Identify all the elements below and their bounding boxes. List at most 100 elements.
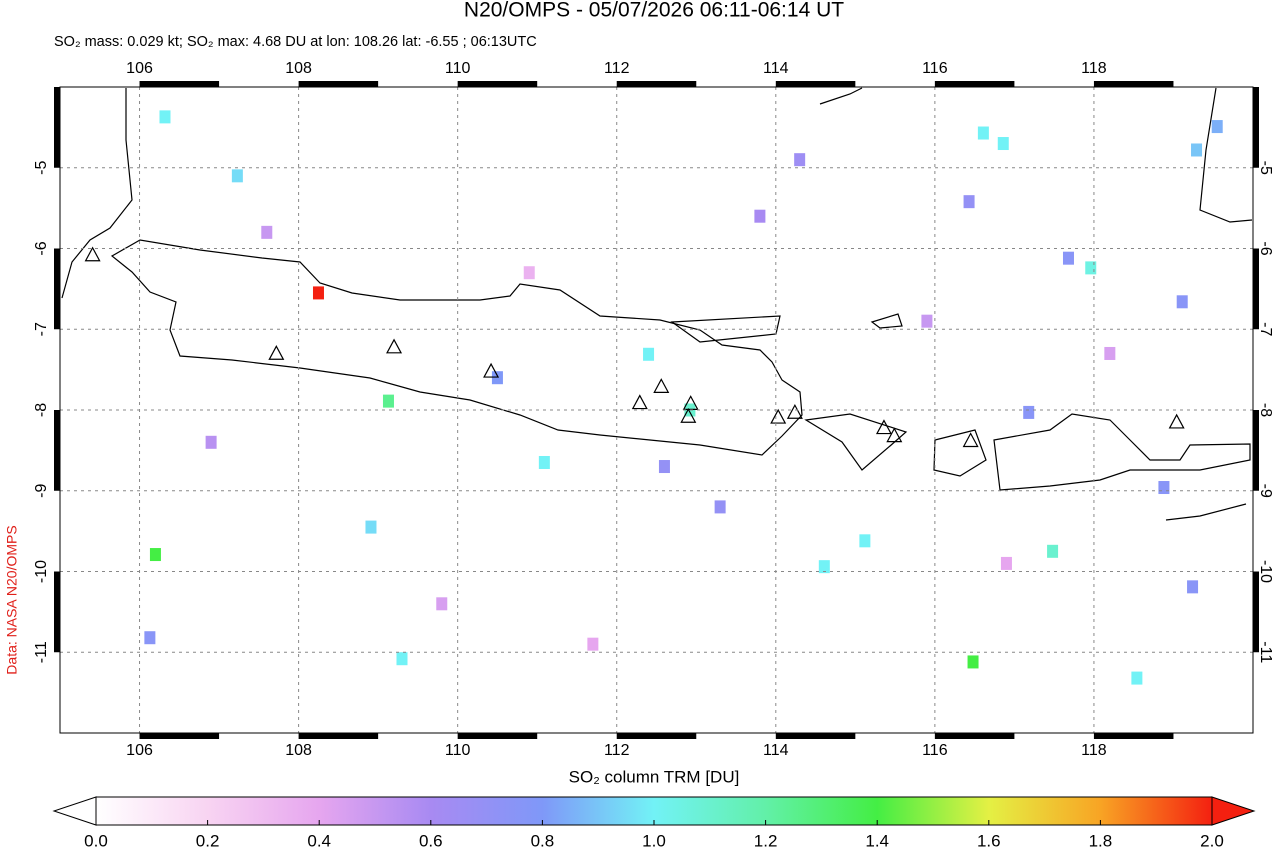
so2-pixel	[231, 169, 243, 183]
so2-pixel	[794, 153, 806, 167]
frame-bar	[298, 733, 379, 739]
so2-pixel	[1104, 346, 1116, 360]
coastline	[61, 88, 133, 299]
frame-bar	[775, 733, 856, 739]
x-tick-label: 112	[604, 742, 630, 759]
so2-pixel	[396, 652, 408, 666]
x-tick-label: 112	[604, 60, 630, 77]
so2-pixel	[859, 534, 871, 548]
so2-pixel	[1158, 481, 1170, 495]
so2-pixel	[1211, 120, 1223, 134]
x-tick-label: 118	[1081, 60, 1107, 77]
so2-pixel	[643, 347, 655, 361]
y-tick-label: -7	[33, 322, 50, 336]
colorbar-tick-label: 0.0	[84, 831, 108, 850]
so2-pixel	[261, 225, 273, 239]
x-tick-label: 110	[445, 742, 471, 759]
frame-bar	[54, 248, 60, 330]
so2-pixel	[754, 209, 766, 223]
axes: 106 106 108 108 110 110 112 112 114 114 116 116 118 1…	[33, 60, 1272, 759]
data-source: Data: NASA N20/OMPS	[4, 525, 20, 674]
x-tick-label: 108	[285, 742, 312, 759]
so2-pixel	[149, 548, 161, 562]
volcano-marker	[268, 345, 285, 360]
y-tick-label: -5	[33, 161, 50, 175]
so2-pixel	[967, 655, 979, 669]
so2-pixel	[523, 266, 535, 280]
frame-bar	[139, 81, 220, 87]
colorbar-tick-label: 1.8	[1089, 831, 1113, 850]
coastlines	[61, 87, 1253, 521]
frame-bar	[139, 733, 220, 739]
volcano-marker	[680, 408, 697, 423]
coastline	[1165, 503, 1247, 521]
x-tick-label: 114	[763, 60, 789, 77]
y-tick-label: -6	[33, 241, 50, 255]
so2-pixel	[1187, 580, 1199, 594]
frame-bar	[1253, 571, 1259, 653]
so2-pixel	[1047, 544, 1059, 558]
frame-bar	[1093, 733, 1174, 739]
volcano-marker	[386, 338, 403, 354]
colorbar-tick-label: 2.0	[1200, 831, 1224, 850]
so2-pixel	[1176, 295, 1188, 309]
x-tick-label: 116	[922, 742, 948, 759]
volcano-marker	[682, 395, 699, 410]
volcano-marker	[631, 394, 648, 410]
coastline	[870, 313, 903, 329]
so2-pixel	[205, 435, 217, 449]
coastline	[110, 239, 803, 456]
so2-pixel	[1062, 251, 1074, 265]
x-tick-label: 106	[126, 742, 153, 759]
so2-pixel	[997, 137, 1009, 151]
so2-pixel	[1191, 143, 1203, 157]
so2-pixel	[684, 403, 696, 417]
so2-pixel	[1000, 556, 1012, 570]
y-tick-label: -9	[1257, 484, 1272, 498]
so2-pixel	[312, 286, 324, 300]
coastline	[993, 413, 1251, 491]
frame-bar	[1093, 81, 1174, 87]
so2-pixel	[818, 560, 830, 574]
colorbar-tick-label: 0.4	[307, 831, 331, 850]
y-tick-label: -11	[33, 641, 50, 663]
so2-pixel	[538, 455, 550, 469]
volcano-marker	[770, 408, 787, 424]
frame-bar	[775, 81, 856, 87]
so2-pixel	[436, 597, 448, 611]
volcano-marker	[875, 419, 892, 435]
so2-pixel	[587, 637, 599, 651]
frame-bar	[1253, 248, 1259, 330]
so2-pixel	[144, 631, 156, 645]
frame-bar	[1253, 87, 1259, 168]
frame-bar	[54, 410, 60, 491]
colorbar-tick-label: 1.0	[642, 831, 666, 850]
coastline	[819, 87, 863, 105]
x-tick-label: 110	[445, 60, 471, 77]
so2-pixel	[365, 520, 377, 534]
y-tick-label: -11	[1257, 641, 1272, 663]
colorbar-tick-label: 0.6	[419, 831, 443, 850]
so2-pixel	[382, 394, 394, 408]
so2-pixel	[963, 195, 975, 209]
volcano-marker	[786, 403, 803, 419]
pixel-layer	[144, 110, 1223, 685]
so2-pixel	[159, 110, 171, 124]
frame-bar	[457, 81, 538, 87]
x-tick-label: 118	[1081, 742, 1107, 759]
frame-bar	[298, 81, 379, 87]
y-tick-label: -8	[1257, 403, 1272, 417]
chart-title: N20/OMPS - 05/07/2026 06:11-06:14 UT	[464, 0, 844, 22]
y-tick-label: -8	[33, 403, 50, 417]
x-tick-label: 116	[922, 60, 948, 77]
frame-bar	[54, 87, 60, 168]
colorbar-tick-label: 1.2	[754, 831, 778, 850]
y-tick-label: -5	[1257, 161, 1272, 175]
colorbar-under	[52, 796, 97, 826]
volcano-marker	[962, 432, 979, 448]
so2-pixel	[1085, 261, 1097, 275]
volcano-marker	[886, 427, 903, 443]
y-tick-label: -7	[1257, 322, 1272, 336]
